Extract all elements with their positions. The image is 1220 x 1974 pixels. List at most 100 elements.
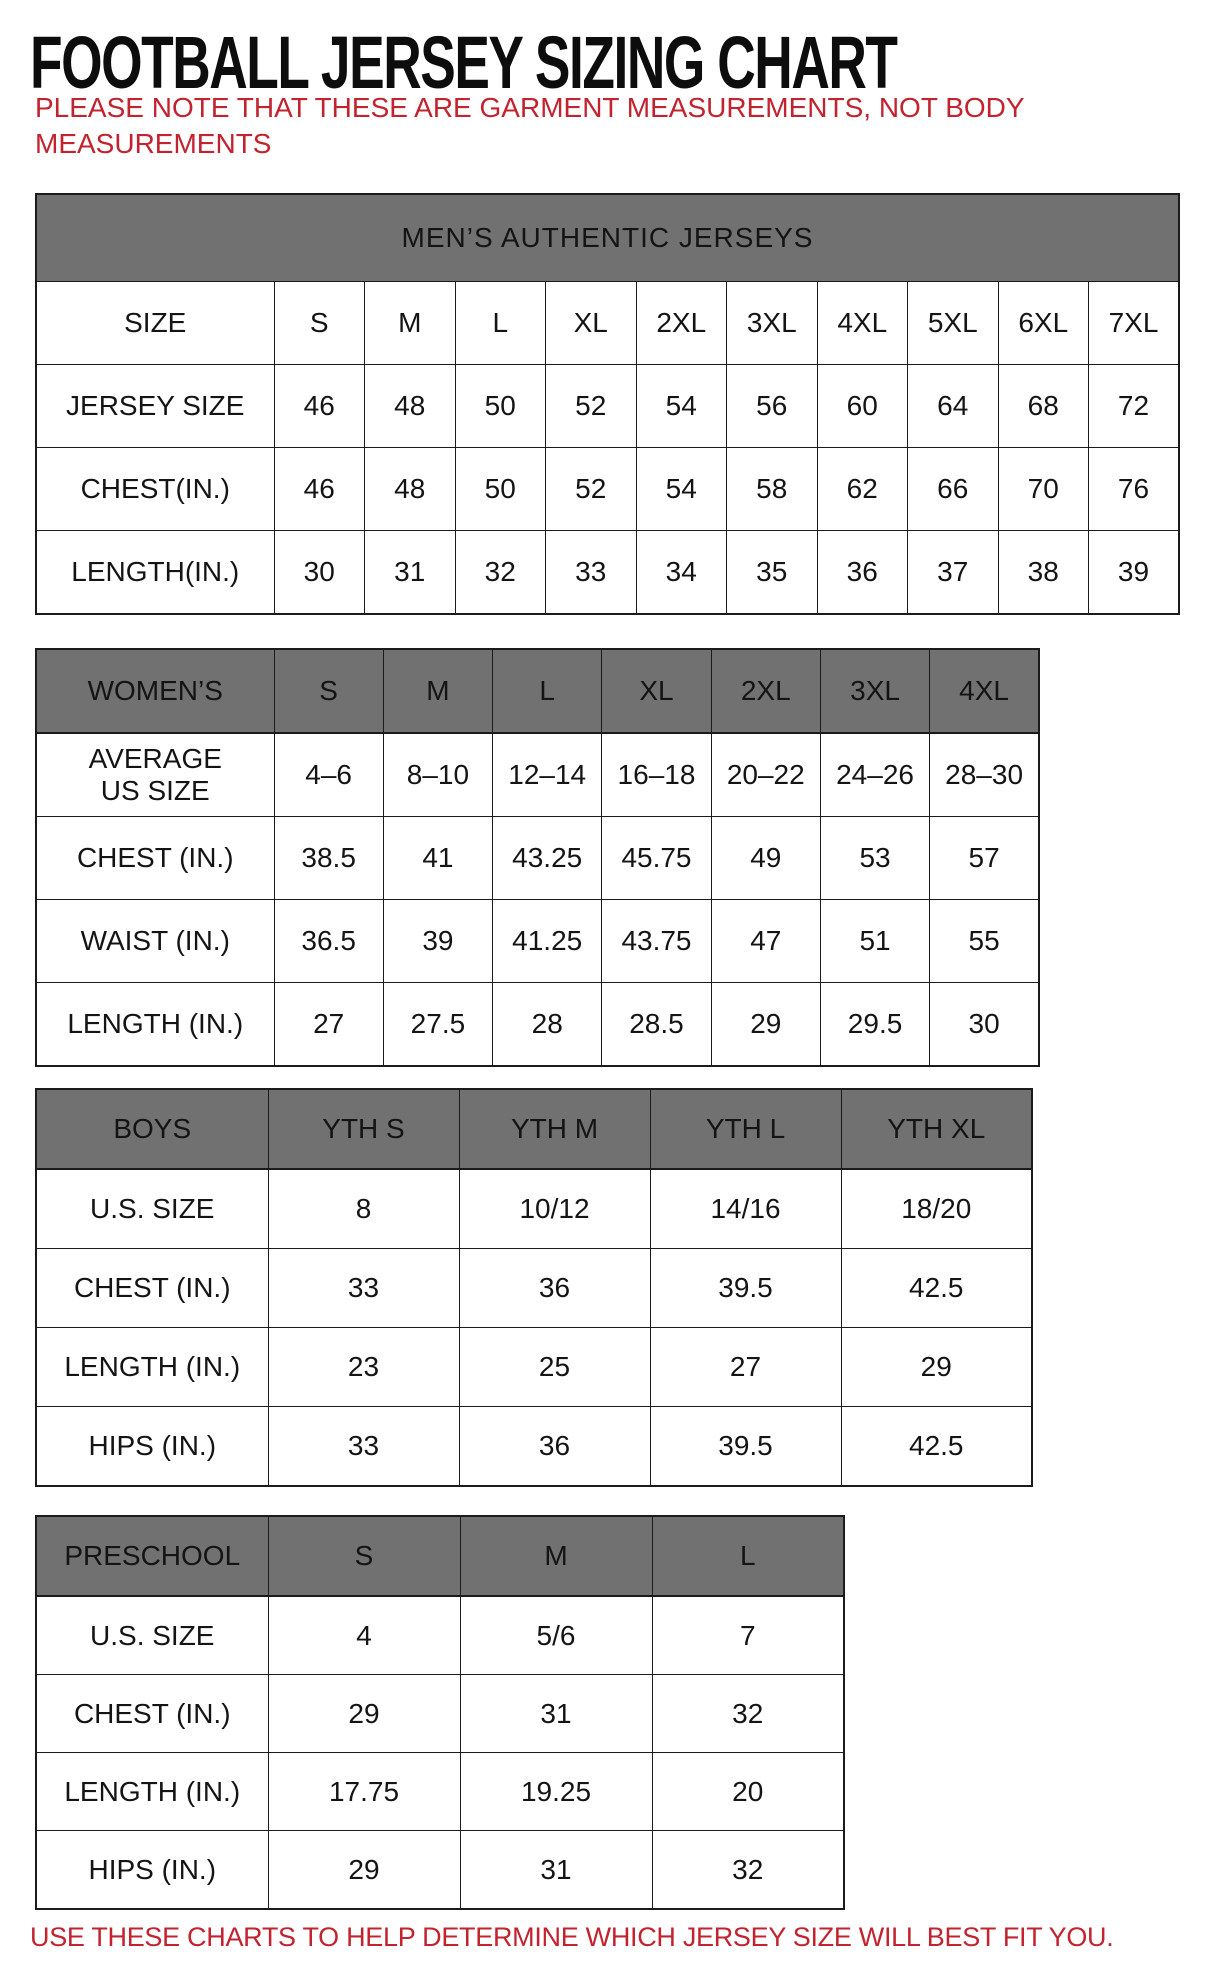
value-cell: 46 — [273, 364, 365, 448]
size-cell: 2XL — [635, 281, 727, 365]
value-cell: 76 — [1088, 447, 1180, 531]
value-cell: 52 — [545, 364, 637, 448]
value-cell: 34 — [635, 530, 727, 615]
value-cell: 27.5 — [382, 982, 494, 1067]
value-cell: 8 — [267, 1168, 460, 1249]
size-cell: L — [454, 281, 546, 365]
column-header: S — [267, 1515, 461, 1597]
size-cell: 5XL — [907, 281, 999, 365]
table-header-row: PRESCHOOL S M L — [35, 1515, 845, 1597]
value-cell: 14/16 — [649, 1168, 842, 1249]
value-cell: 45.75 — [601, 816, 712, 900]
preschool-sizing-table: PRESCHOOL S M L U.S. SIZE 4 5/6 7 CHEST … — [35, 1515, 845, 1910]
row-label: CHEST (IN.) — [35, 1674, 269, 1753]
value-cell: 36 — [458, 1406, 651, 1487]
column-header: YTH S — [267, 1088, 460, 1170]
value-cell: 60 — [816, 364, 908, 448]
value-cell: 53 — [819, 816, 931, 900]
table-row: LENGTH(IN.) 30 31 32 33 34 35 36 37 38 3… — [35, 530, 1180, 615]
value-cell: 32 — [651, 1674, 845, 1753]
column-header: PRESCHOOL — [35, 1515, 269, 1597]
value-cell: 24–26 — [819, 732, 931, 817]
table-row: LENGTH (IN.) 17.75 19.25 20 — [35, 1752, 845, 1831]
column-header: YTH L — [649, 1088, 842, 1170]
column-header: M — [382, 648, 494, 734]
column-header: 3XL — [819, 648, 931, 734]
row-label: JERSEY SIZE — [35, 364, 275, 448]
value-cell: 29 — [840, 1327, 1033, 1407]
value-cell: 37 — [907, 530, 999, 615]
table-row: CHEST (IN.) 33 36 39.5 42.5 — [35, 1248, 1033, 1328]
value-cell: 46 — [273, 447, 365, 531]
column-header: L — [651, 1515, 845, 1597]
size-cell: S — [273, 281, 365, 365]
value-cell: 58 — [726, 447, 818, 531]
value-cell: 28.5 — [601, 982, 712, 1067]
row-label: U.S. SIZE — [35, 1595, 269, 1675]
column-header: XL — [601, 648, 712, 734]
value-cell: 18/20 — [840, 1168, 1033, 1249]
womens-sizing-table: WOMEN’S S M L XL 2XL 3XL 4XL AVERAGE US … — [35, 648, 1040, 1067]
note-line-2: MEASUREMENTS — [35, 128, 272, 159]
size-cell: XL — [545, 281, 637, 365]
value-cell: 31 — [459, 1830, 653, 1910]
value-cell: 36 — [816, 530, 908, 615]
value-cell: 20 — [651, 1752, 845, 1831]
column-header: BOYS — [35, 1088, 269, 1170]
value-cell: 12–14 — [492, 732, 603, 817]
value-cell: 28 — [492, 982, 603, 1067]
value-cell: 43.75 — [601, 899, 712, 983]
size-cell: 3XL — [726, 281, 818, 365]
column-header: M — [459, 1515, 653, 1597]
value-cell: 25 — [458, 1327, 651, 1407]
row-label: CHEST(IN.) — [35, 447, 275, 531]
value-cell: 23 — [267, 1327, 460, 1407]
value-cell: 57 — [929, 816, 1040, 900]
mens-sizing-table: MEN’S AUTHENTIC JERSEYS SIZE S M L XL 2X… — [35, 193, 1180, 615]
value-cell: 72 — [1088, 364, 1180, 448]
table-row: CHEST (IN.) 29 31 32 — [35, 1674, 845, 1753]
size-cell: 6XL — [997, 281, 1089, 365]
value-cell: 66 — [907, 447, 999, 531]
row-label: HIPS (IN.) — [35, 1406, 269, 1487]
value-cell: 48 — [364, 364, 456, 448]
table-row: U.S. SIZE 8 10/12 14/16 18/20 — [35, 1168, 1033, 1249]
garment-measurements-note: PLEASE NOTE THAT THESE ARE GARMENT MEASU… — [35, 90, 1195, 162]
size-cell: M — [364, 281, 456, 365]
value-cell: 50 — [454, 447, 546, 531]
value-cell: 8–10 — [382, 732, 494, 817]
value-cell: 48 — [364, 447, 456, 531]
value-cell: 47 — [710, 899, 821, 983]
value-cell: 43.25 — [492, 816, 603, 900]
column-header: WOMEN’S — [35, 648, 275, 734]
value-cell: 68 — [997, 364, 1089, 448]
value-cell: 4–6 — [273, 732, 384, 817]
fit-advice-note: USE THESE CHARTS TO HELP DETERMINE WHICH… — [30, 1922, 1114, 1952]
value-cell: 7 — [651, 1595, 845, 1675]
value-cell: 33 — [267, 1406, 460, 1487]
value-cell: 50 — [454, 364, 546, 448]
page-title: FOOTBALL JERSEY SIZING CHART — [30, 21, 898, 104]
value-cell: 5/6 — [459, 1595, 653, 1675]
table-row: LENGTH (IN.) 23 25 27 29 — [35, 1327, 1033, 1407]
column-header: YTH M — [458, 1088, 651, 1170]
value-cell: 42.5 — [840, 1406, 1033, 1487]
value-cell: 27 — [649, 1327, 842, 1407]
row-label: HIPS (IN.) — [35, 1830, 269, 1910]
table-row: U.S. SIZE 4 5/6 7 — [35, 1595, 845, 1675]
value-cell: 29 — [267, 1830, 461, 1910]
table-row: MEN’S AUTHENTIC JERSEYS — [35, 193, 1180, 282]
value-cell: 54 — [635, 364, 727, 448]
value-cell: 31 — [364, 530, 456, 615]
value-cell: 33 — [545, 530, 637, 615]
table-row: CHEST (IN.) 38.5 41 43.25 45.75 49 53 57 — [35, 816, 1040, 900]
value-cell: 36 — [458, 1248, 651, 1328]
table-row: SIZE S M L XL 2XL 3XL 4XL 5XL 6XL 7XL — [35, 281, 1180, 365]
value-cell: 16–18 — [601, 732, 712, 817]
value-cell: 38.5 — [273, 816, 384, 900]
value-cell: 30 — [273, 530, 365, 615]
value-cell: 41.25 — [492, 899, 603, 983]
value-cell: 4 — [267, 1595, 461, 1675]
column-header: 4XL — [929, 648, 1040, 734]
size-cell: 7XL — [1088, 281, 1180, 365]
